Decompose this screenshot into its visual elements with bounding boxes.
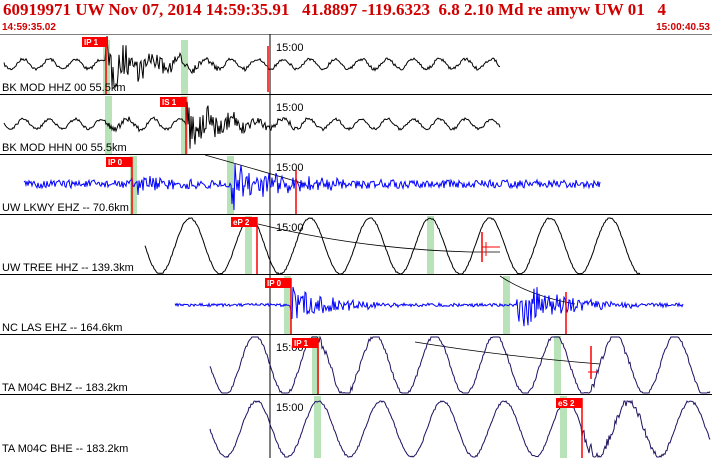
theoretical-arrival [588,346,598,379]
waveform [209,399,711,458]
pick-window [554,336,561,394]
pick-box [82,37,108,47]
pick-window [560,396,567,458]
pick-box [556,398,582,408]
pick-box [160,97,186,107]
waveform [23,163,601,211]
pick-label: IS 1 [162,98,177,107]
travel-time-curve [257,223,500,253]
channel-label: UW LKWY EHZ -- 70.6km [2,202,129,214]
channel-label: BK MOD HHZ 00 55.5km [2,82,125,94]
pick-label: IP 0 [108,158,123,167]
channel-label: TA M04C BHZ -- 183.2km [2,382,128,394]
pick-window [314,396,321,458]
trace-panel[interactable]: 15:00 IP 1 BK MOD HHZ 00 55.5km [0,34,712,95]
pick-marker[interactable]: IP 0 [106,157,133,214]
channel-label: BK MOD HHN 00 55.5km [2,142,127,154]
waveform [209,335,711,394]
trace-plot[interactable]: 15:00 IP 1 BK MOD HHZ 00 55.5km 15:00 IS… [0,34,712,458]
time-label: 15:00 [276,222,304,234]
trace-panel[interactable]: 15:00 eP 2 UW TREE HHZ -- 139.3km [0,215,712,275]
trace-panel[interactable]: 15:00 IP 0 UW LKWY EHZ -- 70.6km [0,154,712,215]
pick-window [130,156,137,214]
trace-panel[interactable]: 15:00 IS 1 BK MOD HHN 00 55.5km [0,95,712,155]
time-label: 15:00 [276,102,304,114]
end-time: 15:00:40.53 [656,22,710,33]
waveform [3,101,501,149]
time-label: 15:00 [276,162,304,174]
pick-window [181,96,188,154]
pick-marker[interactable]: eP 2 [231,217,258,274]
pick-box [292,338,318,348]
waveform [144,217,641,275]
pick-window [181,40,188,94]
pick-marker[interactable]: eS 2 [556,398,583,458]
pick-window [427,216,434,274]
channel-label: UW TREE HHZ -- 139.3km [2,262,134,274]
pick-box [265,278,291,288]
trace-panel[interactable]: 15:00 IP 1 TA M04C BHZ -- 183.2km [0,335,712,395]
pick-marker[interactable]: IP 1 [292,338,319,394]
waveform [174,286,684,327]
theoretical-arrival [481,232,500,262]
pick-label: eP 2 [233,218,250,227]
channel-label: NC LAS EHZ -- 164.6km [2,322,122,334]
waveform [3,35,500,89]
pick-marker[interactable]: IP 0 [265,278,292,334]
pick-marker[interactable]: IS 1 [160,97,187,154]
channel-label: TA M04C BHE -- 183.2km [2,443,128,455]
event-title: 60919971 UW Nov 07, 2014 14:59:35.91 41.… [3,0,666,19]
trace-panel[interactable]: IP 0 NC LAS EHZ -- 164.6km [0,275,712,335]
event-header: 60919971 UW Nov 07, 2014 14:59:35.91 41.… [0,0,712,34]
pick-marker[interactable]: IP 1 [82,37,108,94]
pick-label: IP 0 [267,279,282,288]
pick-box [231,217,257,227]
pick-label: IP 1 [294,339,309,348]
trace-panel[interactable]: 15:00 eS 2 TA M04C BHE -- 183.2km [2,395,711,458]
travel-time-curve [414,341,601,365]
pick-label: eS 2 [558,399,575,408]
pick-window [245,216,252,274]
pick-window [312,336,319,394]
pick-box [106,157,132,167]
start-time: 14:59:35.02 [2,22,56,33]
travel-time-curve [204,154,306,185]
time-label: 15:00 [276,402,304,414]
pick-label: IP 1 [84,38,99,47]
time-label: 15:00 [276,42,304,54]
